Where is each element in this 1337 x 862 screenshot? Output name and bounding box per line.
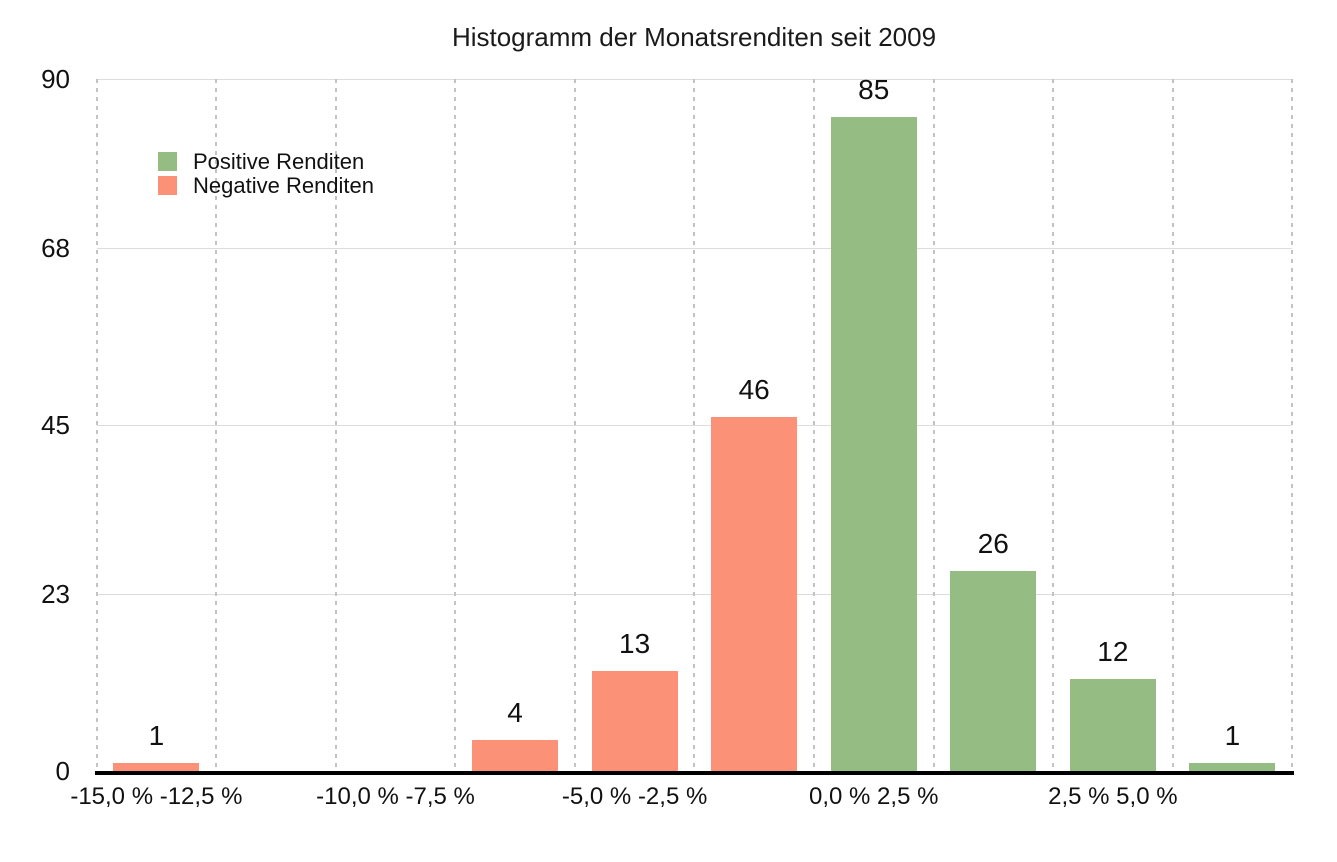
bar-value-label: 1 xyxy=(1224,720,1241,752)
gridline-vertical xyxy=(95,79,98,771)
y-axis-tick-label: 90 xyxy=(41,64,70,94)
legend-item-label: Negative Renditen xyxy=(193,173,375,198)
legend-item: Negative Renditen xyxy=(158,173,375,198)
gridline-vertical xyxy=(1171,79,1174,771)
bar-value-label: 46 xyxy=(738,374,770,406)
legend-swatch-negative xyxy=(158,176,177,195)
histogram-bar xyxy=(950,571,1037,775)
x-axis-line xyxy=(94,771,1295,775)
x-axis-tick-label: -10,0 % -7,5 % xyxy=(316,783,475,810)
bar-value-label: 12 xyxy=(1097,635,1129,667)
x-axis-tick-label: -15,0 % -12,5 % xyxy=(70,783,243,810)
histogram-bar xyxy=(472,740,559,775)
gridline-vertical xyxy=(215,79,218,771)
bar-value-label: 26 xyxy=(977,528,1009,560)
x-axis-tick-label: -5,0 % -2,5 % xyxy=(561,783,708,810)
y-axis-tick-label: 45 xyxy=(41,410,70,440)
y-axis-tick-label: 68 xyxy=(41,233,70,264)
x-axis-tick-label: 2,5 % 5,0 % xyxy=(1048,783,1178,810)
x-axis-tick-label: 0,0 % 2,5 % xyxy=(809,783,939,810)
bar-value-label: 4 xyxy=(507,697,523,729)
histogram-bar xyxy=(830,117,917,775)
gridline-vertical xyxy=(932,79,935,771)
histogram-bar xyxy=(1189,763,1276,775)
chart-legend: Positive Renditen Negative Renditen xyxy=(158,149,375,198)
y-axis-tick-label: 23 xyxy=(41,579,70,610)
histogram-bar xyxy=(591,671,678,775)
gridline-vertical xyxy=(1291,79,1294,771)
bar-value-label: 85 xyxy=(858,74,890,106)
histogram-bar xyxy=(113,763,200,775)
gridline-vertical xyxy=(334,79,337,771)
legend-item-label: Positive Renditen xyxy=(193,149,365,174)
histogram-bar xyxy=(1069,678,1156,775)
gridline-vertical xyxy=(573,79,576,771)
gridline-vertical xyxy=(454,79,457,771)
gridline-vertical xyxy=(812,79,815,771)
legend-swatch-positive xyxy=(158,152,177,171)
histogram-bar xyxy=(711,417,798,775)
chart-title: Histogramm der Monatsrenditen seit 2009 xyxy=(451,22,937,52)
legend-item: Positive Renditen xyxy=(158,149,374,174)
gridline-vertical xyxy=(1052,79,1055,771)
bar-value-label: 1 xyxy=(148,720,165,752)
bar-value-label: 13 xyxy=(619,628,651,660)
y-axis-tick-label: 0 xyxy=(55,756,70,786)
gridline-vertical xyxy=(693,79,696,771)
